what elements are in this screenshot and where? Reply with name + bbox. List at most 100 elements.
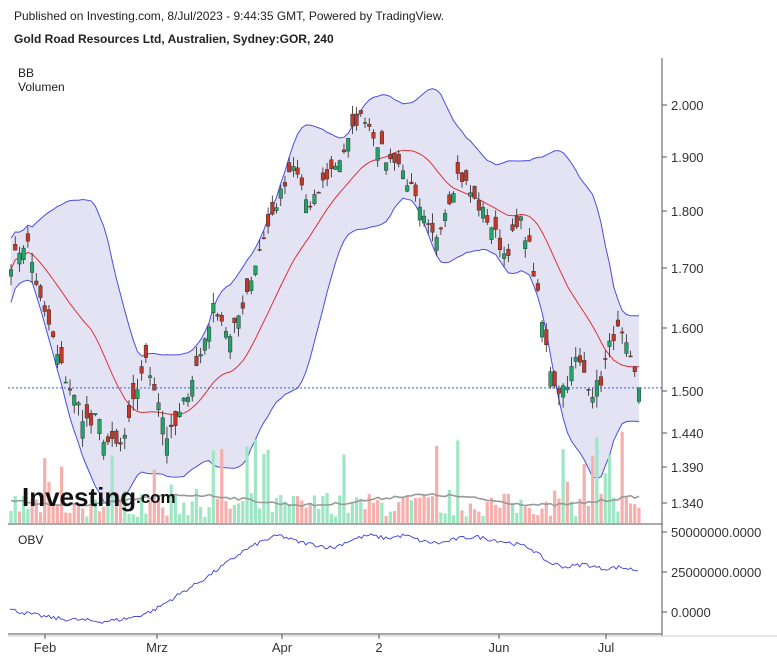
volume-bar — [477, 511, 481, 523]
candle-body — [443, 213, 448, 221]
candle-body — [632, 366, 637, 373]
volume-bar — [312, 495, 317, 523]
volume-bar — [13, 495, 17, 523]
volume-bar — [321, 495, 325, 523]
volume-bar — [89, 503, 93, 523]
volume-bar — [241, 501, 245, 523]
candle-body — [329, 159, 334, 169]
candle-body — [535, 283, 540, 291]
candle-body — [497, 237, 502, 250]
volume-bar — [93, 499, 97, 523]
volume-bar — [510, 502, 515, 523]
volume-bar — [291, 496, 295, 523]
volume-bar — [17, 511, 22, 523]
volume-bar — [388, 511, 392, 523]
volume-bar — [523, 506, 527, 523]
candle-body — [485, 215, 490, 223]
bb-upper-line — [10, 88, 639, 357]
volume-bar — [548, 515, 553, 523]
volume-bar — [262, 454, 266, 523]
candle-body — [540, 322, 545, 338]
time-tick-label: Apr — [272, 640, 293, 655]
candle-body — [346, 138, 351, 152]
volume-bar — [582, 463, 586, 523]
volume-bar — [22, 495, 26, 523]
volume-bar — [447, 489, 451, 523]
volume-bar — [565, 481, 569, 523]
candle-body — [181, 397, 186, 402]
candle-body — [464, 170, 469, 181]
candle-body — [30, 262, 35, 273]
volume-bar — [418, 497, 422, 523]
candle-body — [84, 404, 89, 419]
candle-body — [194, 355, 199, 366]
candle-body — [455, 162, 460, 174]
volume-bar — [401, 497, 405, 523]
candle-body — [396, 153, 401, 165]
candle-body — [413, 184, 418, 197]
candle-body — [245, 278, 250, 293]
candle-body — [384, 162, 389, 171]
volume-bar — [481, 515, 485, 523]
volume-bar — [569, 501, 574, 523]
candle-body — [354, 113, 359, 126]
candle-body — [8, 269, 13, 277]
time-tick-label: Mrz — [146, 640, 168, 655]
candle-body — [304, 199, 309, 214]
volume-bar — [367, 494, 371, 523]
instrument-title: Gold Road Resources Ltd, Australien, Syd… — [14, 32, 334, 46]
candle-body — [59, 347, 64, 364]
volume-bar — [536, 515, 540, 523]
volume-bar — [85, 516, 89, 523]
candle-body — [590, 396, 595, 403]
volume-bar — [342, 454, 346, 523]
candle-body — [489, 227, 494, 240]
indicator-label-volume: Volumen — [18, 80, 65, 94]
volume-bar — [603, 473, 607, 523]
candle-body — [282, 182, 287, 187]
candle-body — [131, 382, 136, 400]
candle-body — [337, 160, 342, 173]
volume-bar — [624, 496, 628, 523]
candle-body — [514, 215, 519, 228]
candle-body — [76, 402, 81, 406]
candle-body — [51, 331, 56, 337]
obv-line — [10, 533, 639, 624]
candle-body — [316, 192, 321, 194]
volume-bar — [34, 499, 38, 523]
volume-bar — [199, 507, 203, 523]
candle-body — [186, 397, 191, 403]
candle-body — [518, 216, 523, 221]
candle-body — [253, 265, 258, 275]
volume-bar — [426, 497, 430, 523]
candle-body — [577, 355, 582, 363]
volume-bar — [464, 516, 468, 523]
candle-body — [21, 247, 26, 261]
volume-bar — [607, 454, 612, 523]
candle-body — [341, 149, 346, 153]
candle-body — [97, 419, 102, 434]
time-tick-label: Jun — [489, 640, 510, 655]
volume-bar — [451, 515, 456, 523]
volume-bar — [532, 514, 536, 523]
volume-bar — [203, 516, 207, 523]
volume-bar — [182, 502, 186, 523]
candle-body — [510, 224, 515, 231]
candle-body — [624, 342, 629, 354]
volume-bar — [161, 507, 165, 523]
candle-body — [375, 147, 380, 161]
price-tick-label: 1.340 — [671, 496, 704, 511]
candle-body — [135, 389, 140, 399]
volume-bar — [47, 482, 51, 523]
obv-tick-label: 50000000.0000 — [671, 525, 761, 540]
volume-bar — [224, 501, 228, 523]
candle-body — [177, 411, 182, 417]
volume-bar — [245, 446, 249, 523]
volume-bar — [253, 439, 258, 523]
candle-body — [278, 188, 283, 199]
candle-body — [249, 280, 254, 291]
candle-body — [358, 110, 363, 114]
volume-bar — [123, 490, 127, 523]
candle-body — [531, 271, 536, 277]
